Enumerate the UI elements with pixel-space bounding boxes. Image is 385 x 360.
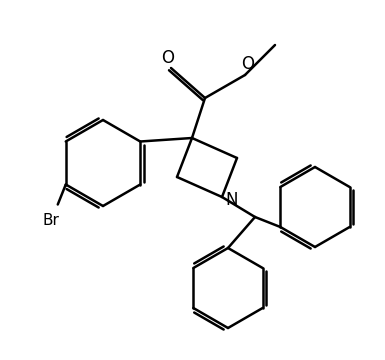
Text: Br: Br bbox=[42, 213, 59, 228]
Text: N: N bbox=[226, 191, 238, 209]
Text: O: O bbox=[161, 49, 174, 67]
Text: O: O bbox=[241, 55, 254, 73]
